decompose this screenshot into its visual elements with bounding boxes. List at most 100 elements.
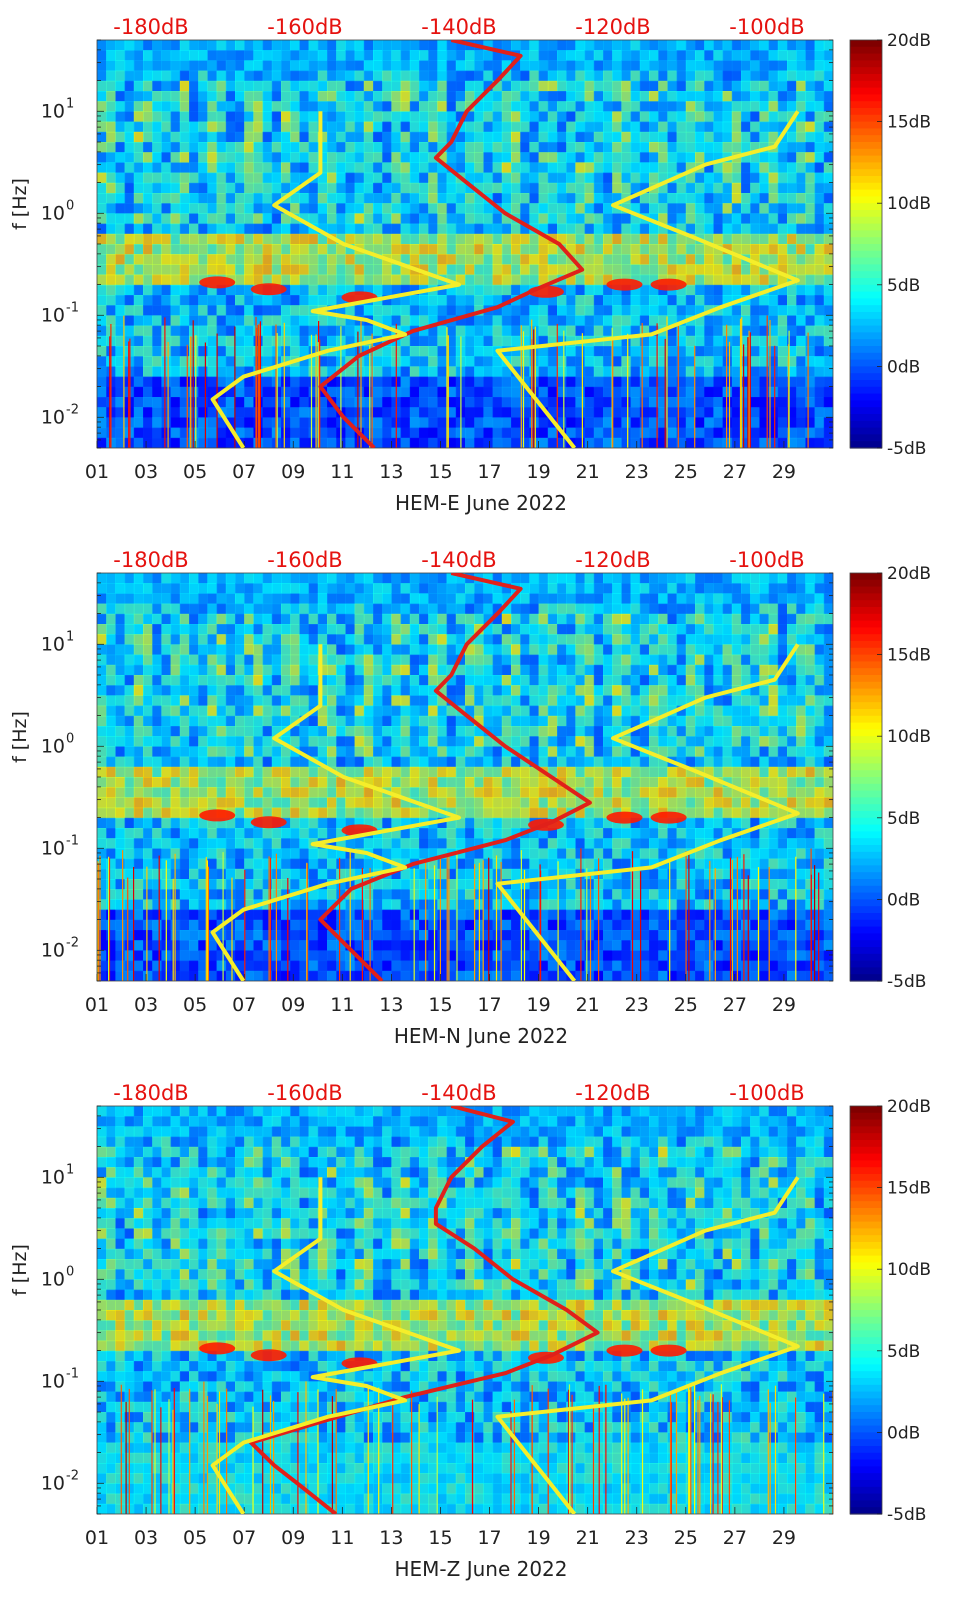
spectrogram-cell: [308, 930, 319, 941]
spectrogram-cell: [290, 685, 300, 696]
spectrogram-cell: [713, 417, 724, 429]
spectrogram-cell: [179, 407, 190, 418]
spectrogram-cell: [750, 172, 760, 184]
spectrogram-cell: [327, 807, 337, 819]
spectrogram-cell: [281, 950, 291, 962]
spectrogram-cell: [796, 376, 806, 388]
spectrogram-cell: [823, 60, 833, 72]
spectrogram-cell: [547, 203, 558, 214]
spectrogram-cell: [299, 634, 310, 645]
spectrogram-cell: [787, 131, 797, 143]
spectrogram-cell: [612, 315, 622, 327]
spectrogram-cell: [529, 376, 540, 388]
spectrogram-cell: [437, 172, 448, 184]
spectrogram-cell: [97, 397, 107, 408]
spectrogram-cell: [345, 203, 356, 214]
spectrogram-cell: [170, 233, 181, 245]
spectrogram-cell: [823, 172, 833, 184]
spectrogram-cell: [483, 274, 494, 286]
spectrogram-cell: [235, 40, 245, 51]
spectrogram-cell: [667, 407, 678, 418]
spectrogram-cell: [97, 889, 107, 900]
spectrogram-cell: [704, 213, 714, 225]
spectrogram-cell: [437, 427, 448, 439]
spectrogram-cell: [271, 603, 282, 615]
spectrogram-cell: [400, 203, 411, 214]
spectrogram-cell: [446, 233, 457, 245]
spectrogram-cell: [317, 397, 328, 408]
spectrogram-cell: [400, 131, 411, 143]
spectrogram-cell: [207, 335, 218, 347]
spectrogram-cell: [483, 295, 494, 306]
spectrogram-cell: [391, 40, 402, 51]
spectrogram-cell: [308, 70, 319, 82]
spectrogram-cell: [511, 305, 521, 316]
spectrogram-cell: [391, 654, 402, 666]
spectrogram-cell: [667, 162, 678, 174]
spectrogram-cell: [409, 386, 420, 398]
spectrogram-cell: [290, 264, 300, 276]
spectrogram-cell: [308, 50, 319, 61]
spectrogram-cell: [271, 274, 282, 286]
spectrogram-cell: [501, 223, 512, 235]
curve-median-psd: [318, 40, 585, 448]
spectrogram-cell: [327, 274, 337, 286]
spectrogram-cell: [814, 80, 825, 92]
spectrogram-cell: [198, 838, 208, 849]
spectrogram-cell: [538, 356, 549, 367]
spectrogram-cell: [593, 101, 604, 112]
spectrogram-cell: [244, 366, 254, 378]
spectrogram-cell: [299, 80, 310, 92]
spectrogram-cell: [759, 121, 770, 133]
spectrogram-cell: [446, 80, 457, 92]
spectrogram-cell: [704, 366, 714, 378]
spectrogram-cell: [400, 756, 411, 768]
spectrogram-cell: [446, 203, 457, 214]
spectrogram-cell: [216, 787, 227, 798]
spectrogram-cell: [235, 746, 245, 758]
spectrogram-cell: [391, 889, 402, 900]
spectrogram-cell: [235, 889, 245, 900]
spectrogram-cell: [630, 40, 641, 51]
spectrogram-cell: [557, 437, 567, 448]
spectrogram-cell: [419, 213, 429, 225]
spectrogram-cell: [235, 50, 245, 61]
spectrogram-cell: [796, 366, 806, 378]
spectrogram-cell: [575, 172, 586, 184]
spectrogram-cell: [345, 756, 356, 768]
spectrogram-cell: [695, 80, 705, 92]
spectrogram-cell: [391, 172, 402, 184]
spectrogram-cell: [566, 111, 576, 123]
spectrogram-cell: [419, 193, 429, 204]
spectrogram-cell: [492, 101, 503, 112]
spectrogram-cell: [437, 960, 448, 972]
spectrogram-cell: [106, 909, 116, 921]
spectrogram-cell: [373, 715, 383, 727]
spectrogram-cell: [492, 152, 503, 163]
spectrogram-cell: [225, 593, 236, 605]
spectrogram-cell: [207, 909, 218, 921]
spectrogram-cell: [547, 162, 558, 174]
spectrogram-cell: [649, 305, 659, 316]
spectrogram-cell: [649, 193, 659, 204]
spectrogram-cell: [722, 101, 733, 112]
spectrogram-cell: [685, 274, 696, 286]
spectrogram-cell: [575, 101, 586, 112]
spectrogram-cell: [336, 970, 346, 981]
spectrogram-cell: [704, 437, 714, 448]
spectrogram-cell: [262, 603, 273, 615]
spectrogram-cell: [115, 858, 126, 870]
spectrogram-cell: [161, 284, 172, 296]
spectrogram-cell: [317, 664, 328, 676]
spectrogram-cell: [262, 366, 273, 378]
spectrogram-cell: [143, 121, 153, 133]
spectrogram-cell: [244, 695, 254, 707]
spectrogram-cell: [308, 427, 319, 439]
spectrogram-cell: [722, 40, 733, 51]
spectrogram-cell: [152, 573, 162, 584]
spectrogram-cell: [189, 664, 199, 676]
spectrogram-cell: [244, 766, 254, 778]
spectrogram-cell: [336, 889, 346, 900]
spectrogram-cell: [823, 437, 833, 448]
spectrogram-cell: [170, 131, 181, 143]
